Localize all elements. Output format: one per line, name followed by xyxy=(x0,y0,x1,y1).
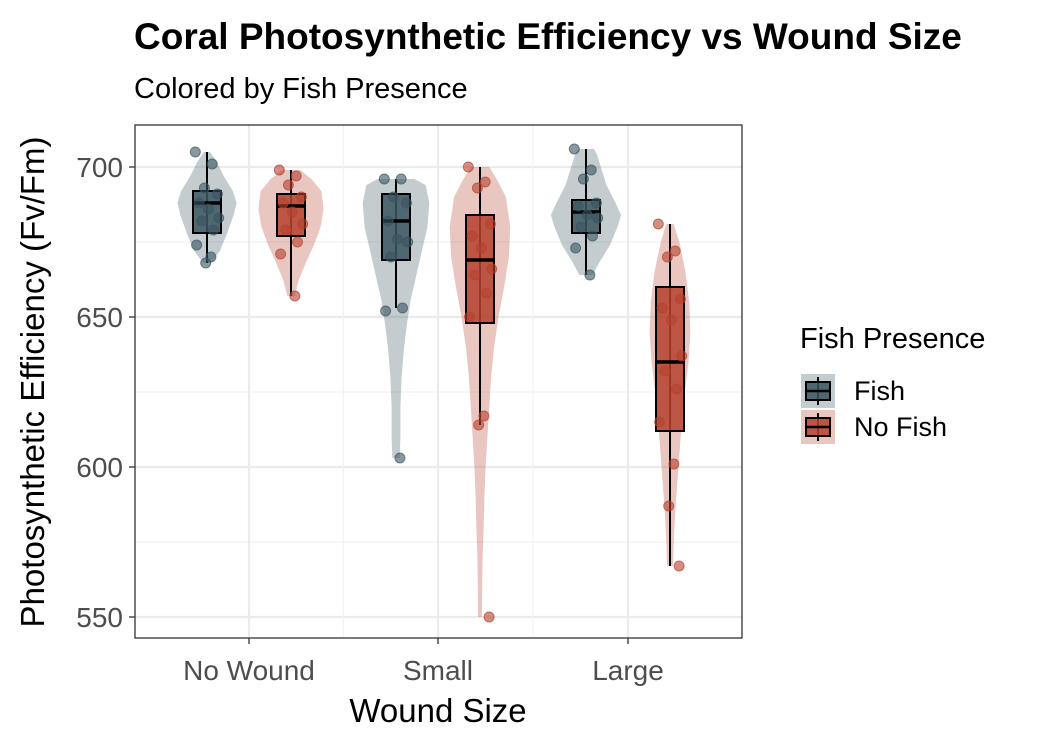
data-point xyxy=(202,203,214,215)
data-point xyxy=(193,197,205,209)
data-point xyxy=(292,236,303,248)
data-point xyxy=(200,257,212,269)
data-point xyxy=(400,197,412,209)
data-point xyxy=(282,179,294,191)
data-point xyxy=(671,383,682,395)
data-point xyxy=(208,224,219,236)
data-point xyxy=(652,218,664,230)
grid-lines xyxy=(135,125,742,638)
x-axis-title: Wound Size xyxy=(349,692,526,729)
data-point xyxy=(380,305,392,317)
data-point xyxy=(191,239,203,251)
data-point xyxy=(275,248,287,260)
data-point xyxy=(290,170,302,182)
data-point xyxy=(587,230,598,242)
data-point xyxy=(581,209,593,221)
data-point xyxy=(479,176,491,188)
data-point xyxy=(575,221,587,233)
data-point xyxy=(585,164,597,176)
x-tick-label: No Wound xyxy=(183,655,315,686)
data-point xyxy=(402,236,414,248)
data-point xyxy=(676,350,688,362)
data-point xyxy=(483,611,495,623)
data-point xyxy=(471,182,483,194)
data-point xyxy=(397,302,408,314)
legend-label: No Fish xyxy=(854,412,947,442)
data-point xyxy=(654,416,666,428)
data-point xyxy=(297,218,309,230)
data-point xyxy=(475,242,487,254)
data-point xyxy=(273,164,285,176)
legend-title: Fish Presence xyxy=(800,323,985,355)
data-point xyxy=(577,173,589,185)
data-point xyxy=(669,245,681,257)
data-point xyxy=(473,419,485,431)
data-point xyxy=(387,191,399,203)
y-tick-label: 600 xyxy=(76,452,123,483)
data-point xyxy=(484,218,496,230)
data-point xyxy=(206,158,218,170)
data-point xyxy=(570,242,582,254)
data-point xyxy=(568,143,580,155)
data-point xyxy=(289,290,301,302)
data-point xyxy=(665,314,677,326)
data-point xyxy=(668,458,680,470)
data-point xyxy=(674,293,686,305)
data-point xyxy=(462,161,474,173)
data-point xyxy=(211,188,223,200)
data-point xyxy=(592,212,604,224)
legend-item-fish: Fish xyxy=(801,374,905,408)
data-point xyxy=(590,197,602,209)
data-point xyxy=(385,251,397,263)
data-point xyxy=(378,173,390,185)
legend-label: Fish xyxy=(854,376,905,406)
data-point xyxy=(469,269,481,281)
chart-title: Coral Photosynthetic Efficiency vs Wound… xyxy=(134,16,962,57)
point-layer xyxy=(189,143,688,623)
x-axis: No Wound Small Large xyxy=(183,638,664,686)
data-point xyxy=(663,500,675,512)
violin-fish xyxy=(362,179,430,458)
data-point xyxy=(478,410,490,422)
x-tick-label: Small xyxy=(403,655,473,686)
data-point xyxy=(466,230,478,242)
data-point xyxy=(189,146,201,158)
data-point xyxy=(661,251,673,263)
data-point xyxy=(277,197,289,209)
data-point xyxy=(196,215,208,227)
data-point xyxy=(486,263,498,275)
data-point xyxy=(280,224,292,236)
data-point xyxy=(659,365,671,377)
y-tick-label: 700 xyxy=(76,152,123,183)
data-point xyxy=(673,560,685,572)
data-point xyxy=(464,311,476,323)
y-tick-label: 650 xyxy=(76,302,123,333)
data-point xyxy=(391,233,403,245)
data-point xyxy=(584,269,596,281)
data-point xyxy=(286,206,298,218)
data-point xyxy=(656,302,668,314)
data-point xyxy=(198,182,210,194)
y-tick-label: 550 xyxy=(76,602,123,633)
chart-subtitle: Colored by Fish Presence xyxy=(134,73,468,105)
y-axis: 550 600 650 700 xyxy=(76,152,135,633)
y-axis-title: Photosynthetic Efficiency (Fv/Fm) xyxy=(14,137,51,628)
data-point xyxy=(394,452,406,464)
x-tick-label: Large xyxy=(592,655,664,686)
data-point xyxy=(213,212,225,224)
data-point xyxy=(572,200,584,212)
data-point xyxy=(295,191,307,203)
legend: Fish Presence Fish No Fish xyxy=(800,323,985,444)
data-point xyxy=(382,215,394,227)
data-point xyxy=(481,287,492,299)
data-point xyxy=(395,173,407,185)
legend-item-no-fish: No Fish xyxy=(801,410,947,444)
